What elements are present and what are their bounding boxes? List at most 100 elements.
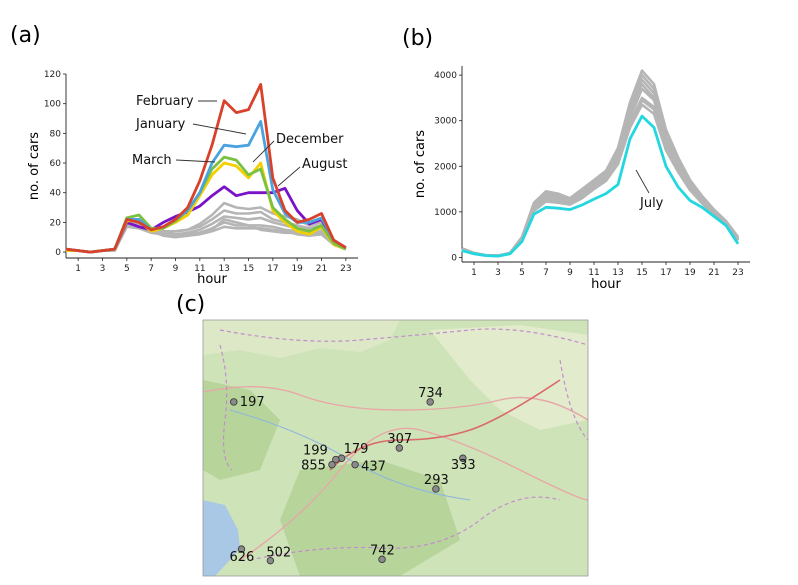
chart-a-annotation-leader xyxy=(277,166,301,187)
map-station-marker-626 xyxy=(237,545,246,553)
map-station-marker-437 xyxy=(351,460,359,469)
chart-b-y-tick-label: 1000 xyxy=(434,208,457,218)
chart-b-y-tick-label: 3000 xyxy=(434,117,457,127)
chart-b-background-series-7 xyxy=(461,82,740,258)
chart-a-xlabel: hour xyxy=(197,272,227,287)
chart-b-background-series-4 xyxy=(461,87,740,258)
chart-a-annotation-august: August xyxy=(302,157,348,172)
map-border-south xyxy=(249,496,561,561)
chart-a-annotation-january: January xyxy=(135,117,186,132)
chart-a-x-tick-label: 15 xyxy=(243,264,254,274)
map-border-east xyxy=(559,359,588,441)
chart-a-x-tick-label: 17 xyxy=(267,264,278,274)
map-station-marker-734 xyxy=(426,398,434,406)
chart-b-x-tick-label: 9 xyxy=(567,268,573,278)
chart-a-ylabel: no. of cars xyxy=(27,132,42,200)
chart-a-y-tick-label: 100 xyxy=(44,100,61,110)
map-station-marker-307 xyxy=(395,444,404,452)
map-station-label-199: 199 xyxy=(303,444,328,459)
chart-a-x-tick-label: 3 xyxy=(100,264,106,274)
map-station-label-855: 855 xyxy=(301,459,326,474)
map-station-label-626: 626 xyxy=(230,550,255,565)
chart-a-x-tick-label: 21 xyxy=(316,264,327,274)
chart-a-x-tick-label: 13 xyxy=(218,264,229,274)
map-road-2 xyxy=(239,427,588,561)
chart-a-y-tick-label: 60 xyxy=(50,159,62,169)
map-forest-region-south xyxy=(280,460,460,576)
map-station-label-197: 197 xyxy=(240,395,265,410)
chart-a-annotation-february: February xyxy=(136,94,194,109)
chart-b-x-tick-label: 5 xyxy=(519,268,525,278)
chart-a-x-tick-label: 11 xyxy=(194,264,205,274)
chart-b-x-tick-label: 17 xyxy=(660,268,671,278)
chart-b-x-tick-label: 11 xyxy=(588,268,599,278)
chart-a-series-february xyxy=(65,83,347,254)
chart-b-annotation-leader xyxy=(635,169,650,194)
chart-a-y-tick-label: 120 xyxy=(44,70,61,80)
chart-a-y-tick-label: 80 xyxy=(50,129,62,139)
map-station-marker-502 xyxy=(266,556,275,565)
map-station-label-734: 734 xyxy=(418,386,443,401)
map-station-label-502: 502 xyxy=(266,546,291,561)
chart-b-y-tick-label: 4000 xyxy=(434,71,457,81)
map-station-label-179: 179 xyxy=(344,442,369,457)
map-station-label-437: 437 xyxy=(361,460,386,475)
map-frame xyxy=(202,319,589,577)
panel-label-b: (b) xyxy=(402,26,433,51)
map-sea xyxy=(203,500,240,576)
chart-b-x-tick-label: 13 xyxy=(612,268,623,278)
chart-b-x-tick-label: 1 xyxy=(471,268,477,278)
chart-b-x-tick-label: 23 xyxy=(732,268,743,278)
map-station-marker-199 xyxy=(332,455,340,464)
chart-b-background-series-1 xyxy=(461,69,740,257)
chart-b-background-series-3 xyxy=(461,78,740,258)
map-station-marker-855 xyxy=(328,460,336,469)
map-station-label-742: 742 xyxy=(370,543,395,558)
map-station-marker-197 xyxy=(230,398,238,406)
chart-a-annotation-march: March xyxy=(132,153,172,168)
chart-a-y-tick-label: 0 xyxy=(55,248,61,258)
map-station-marker-293 xyxy=(432,485,440,493)
map-forest-region xyxy=(203,380,280,480)
chart-a-annotation-december: December xyxy=(276,132,344,147)
map-station-label-307: 307 xyxy=(387,432,412,447)
map-plain-region xyxy=(430,325,588,430)
map-station-label-333: 333 xyxy=(451,458,476,473)
map-station-marker-742 xyxy=(378,555,386,564)
chart-b-ylabel: no. of cars xyxy=(413,130,428,198)
map-road-1 xyxy=(203,386,588,421)
map-alps-region xyxy=(203,320,400,358)
chart-b-annotation-july: July xyxy=(639,196,664,211)
chart-b-y-tick-label: 0 xyxy=(451,253,457,263)
chart-a-annotation-leader xyxy=(175,159,216,163)
chart-b-x-tick-label: 3 xyxy=(495,268,501,278)
chart-a-y-tick-label: 40 xyxy=(50,189,62,199)
chart-b: hour no. of cars 1 3 5 7 9 11 13 15 17 19 21 230100… xyxy=(413,66,750,292)
chart-b-xlabel: hour xyxy=(591,277,621,292)
chart-b-x-tick-label: 7 xyxy=(543,268,549,278)
chart-a-x-tick-label: 9 xyxy=(173,264,179,274)
chart-a-annotation-leader xyxy=(192,123,247,135)
chart-b-x-tick-label: 21 xyxy=(708,268,719,278)
chart-a-x-tick-label: 19 xyxy=(291,264,303,274)
map-border-north xyxy=(219,328,588,346)
chart-a-y-tick-label: 20 xyxy=(50,218,62,228)
chart-a-x-tick-label: 7 xyxy=(148,264,154,274)
chart-a-x-tick-label: 1 xyxy=(75,264,81,274)
map-station-label-293: 293 xyxy=(424,473,449,488)
panel-label-c: (c) xyxy=(176,292,205,317)
chart-b-x-tick-label: 19 xyxy=(684,268,696,278)
chart-a-x-tick-label: 5 xyxy=(124,264,130,274)
chart-b-series-july xyxy=(461,114,740,258)
chart-b-y-tick-label: 2000 xyxy=(434,162,457,172)
chart-b-background-series-2 xyxy=(461,73,740,257)
panel-label-a: (a) xyxy=(10,23,41,48)
map-motorway xyxy=(329,379,561,471)
map-river xyxy=(229,409,471,501)
chart-a-x-tick-label: 23 xyxy=(340,264,351,274)
chart-a-annotation-leader xyxy=(252,140,275,163)
chart-a: hour no. of cars 1 3 5 7 9 11 13 15 17 19 21 230204… xyxy=(27,70,358,287)
